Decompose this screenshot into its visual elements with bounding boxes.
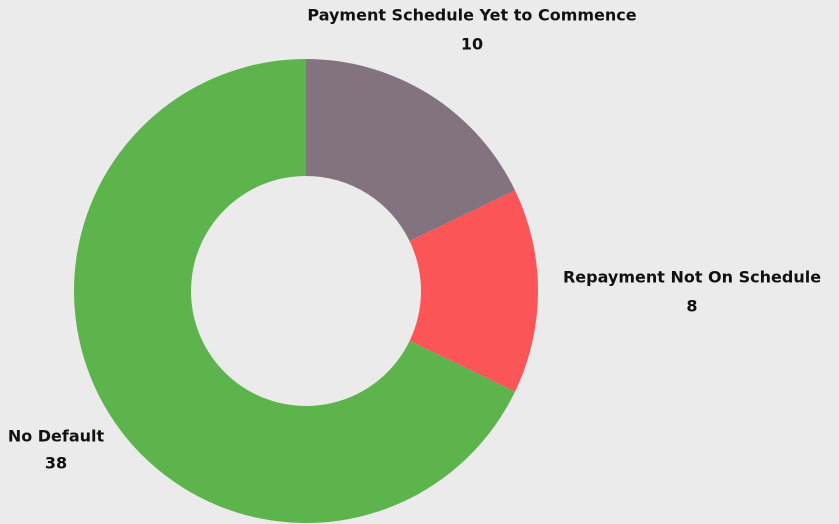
slice-label: No Default bbox=[8, 427, 105, 446]
slice-value: 10 bbox=[461, 35, 483, 54]
donut-slice bbox=[74, 59, 516, 523]
donut-slice bbox=[306, 59, 516, 242]
slice-label: Payment Schedule Yet to Commence bbox=[307, 6, 636, 25]
donut-slice bbox=[409, 190, 538, 392]
slice-value: 8 bbox=[686, 297, 697, 316]
slice-value: 38 bbox=[45, 454, 67, 473]
slice-label: Repayment Not On Schedule bbox=[563, 268, 821, 287]
